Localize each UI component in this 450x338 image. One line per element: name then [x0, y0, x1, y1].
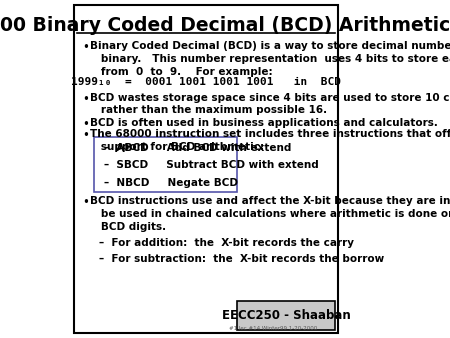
Text: –  For subtraction:  the  X-bit records the borrow: – For subtraction: the X-bit records the… [99, 255, 384, 264]
Text: –  NBCD     Negate BCD: – NBCD Negate BCD [104, 178, 238, 188]
Text: –  ABCD     Add BCD with extend: – ABCD Add BCD with extend [104, 143, 291, 153]
Text: 1999₁₀  =  0001 1001 1001 1001   in  BCD: 1999₁₀ = 0001 1001 1001 1001 in BCD [71, 77, 341, 88]
FancyBboxPatch shape [237, 301, 335, 330]
Text: •: • [82, 196, 89, 210]
FancyBboxPatch shape [74, 5, 338, 333]
Text: 68000 Binary Coded Decimal (BCD) Arithmetic: 68000 Binary Coded Decimal (BCD) Arithme… [0, 17, 450, 35]
Text: BCD wastes storage space since 4 bits are used to store 10 combinations
   rathe: BCD wastes storage space since 4 bits ar… [90, 93, 450, 115]
FancyBboxPatch shape [94, 137, 237, 192]
Text: Binary Coded Decimal (BCD) is a way to store decimal numbers in
   binary.   Thi: Binary Coded Decimal (BCD) is a way to s… [90, 41, 450, 76]
Text: #1 lec #14 Winter99 1-20-2000: #1 lec #14 Winter99 1-20-2000 [229, 325, 317, 331]
Text: •: • [82, 41, 89, 54]
Text: BCD is often used in business applications and calculators.: BCD is often used in business applicatio… [90, 118, 438, 128]
Text: •: • [82, 118, 89, 131]
Text: BCD instructions use and affect the X-bit because they are intended to
   be use: BCD instructions use and affect the X-bi… [90, 196, 450, 232]
Text: –  SBCD     Subtract BCD with extend: – SBCD Subtract BCD with extend [104, 160, 319, 170]
Text: –  For addition:  the  X-bit records the carry: – For addition: the X-bit records the ca… [99, 238, 354, 248]
Text: •: • [82, 93, 89, 105]
Text: •: • [82, 129, 89, 142]
Text: EECC250 - Shaaban: EECC250 - Shaaban [222, 309, 351, 322]
Text: The 68000 instruction set includes three instructions that offer some
   support: The 68000 instruction set includes three… [90, 129, 450, 152]
